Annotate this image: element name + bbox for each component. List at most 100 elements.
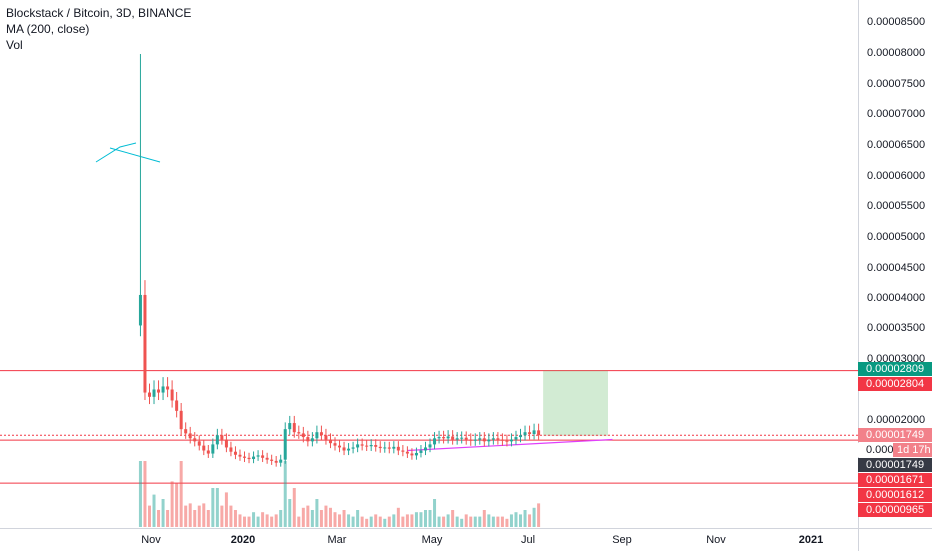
candle-body [392,446,396,449]
volume-bar [405,514,409,527]
price-tick: 0.00003500 [867,322,926,334]
volume-bar [166,510,170,527]
candle-body [351,447,355,449]
candle-body [469,439,473,441]
candle-body [184,429,188,434]
volume-bar [188,503,192,527]
last-price-badge: 0.00001749 [858,458,932,472]
candle-body [170,389,174,401]
symbol-title[interactable]: Blockstack / Bitcoin, 3D, BINANCE [6,6,192,20]
candle-body [315,432,319,439]
volume-bar [482,510,486,527]
price-tick: 0.00007000 [867,108,926,120]
candle-body [369,445,373,447]
volume-bar [270,516,274,527]
long-position-stop-zone [543,435,608,437]
time-tick: 2020 [230,534,256,546]
candle-body [460,437,464,439]
volume-bar [238,514,242,527]
volume-indicator-label[interactable]: Vol [6,38,23,52]
time-tick: 2021 [798,534,824,546]
candle-body [247,457,251,460]
candle-body [446,436,450,439]
candle-body [478,438,482,440]
candle-body [166,386,170,390]
candle-body [532,430,536,435]
volume-bar [455,516,459,527]
price-tick: 0.00004500 [867,262,926,274]
volume-bar [347,514,351,527]
volume-bar [170,481,174,527]
volume-bar [310,510,314,527]
candle-body [224,439,228,448]
volume-bar [500,516,504,527]
price-tick: 0.00006500 [867,139,926,151]
candle-body [274,460,278,463]
volume-bar [491,516,495,527]
candle-body [387,447,391,449]
time-tick: Nov [706,534,726,546]
time-axis[interactable]: Nov 2020 Mar May Jul Sep Nov 2021 [0,528,858,551]
volume-bar [378,516,382,527]
price-chart-canvas[interactable] [0,0,858,528]
volume-bar [224,492,228,527]
candle-body [414,452,418,456]
volume-bar [469,516,473,527]
candle-body [297,432,301,434]
volume-bar [324,505,328,527]
ma-indicator-label[interactable]: MA (200, close) [6,22,90,36]
price-tick: 0.00008500 [867,16,926,28]
candle-body [138,294,142,326]
volume-bar [333,512,337,527]
candle-body [252,456,256,460]
volume-bar [410,514,414,527]
candle-body [233,451,237,455]
candle-body [537,430,541,436]
candle-body [519,435,523,438]
drawing-annotation [95,142,161,163]
volume-bar [247,516,251,527]
candle-body [261,455,265,458]
candle-body [347,448,351,451]
volume-bar [532,507,536,527]
volume-bar [519,514,523,527]
candle-body [473,439,477,441]
candle-body [410,453,414,456]
candle-body [356,444,360,448]
volume-bar [401,516,405,527]
volume-bar [220,505,224,527]
volume-bar [243,516,247,527]
volume-bar [143,461,147,527]
volume-bar [428,510,432,527]
volume-bar [446,514,450,527]
candle-body [333,443,337,446]
volume-bar [229,505,233,527]
candle-body [491,438,495,440]
candle-body [301,433,305,438]
candle-body [288,423,292,430]
volume-bar [365,518,369,527]
candle-body [401,450,405,452]
volume-bar [197,505,201,527]
volume-bar [211,488,215,527]
candle-body [396,446,400,451]
volume-bar [374,514,378,527]
candle-body [342,447,346,451]
volume-bar [451,510,455,527]
candle-body [143,294,147,393]
volume-bar [505,518,509,527]
candle-body [306,437,310,442]
price-tick: 0.00006000 [867,170,926,182]
candle-body [365,445,369,447]
volume-bar [360,516,364,527]
volume-bar [215,488,219,527]
volume-bar [509,514,513,527]
volume-bar [152,494,156,527]
trend-line [407,438,613,452]
candle-body [482,438,486,442]
volume-bar [396,507,400,527]
bar-countdown-badge: 1d 17h [893,443,932,457]
volume-bar [487,514,491,527]
volume-bar [138,461,142,527]
